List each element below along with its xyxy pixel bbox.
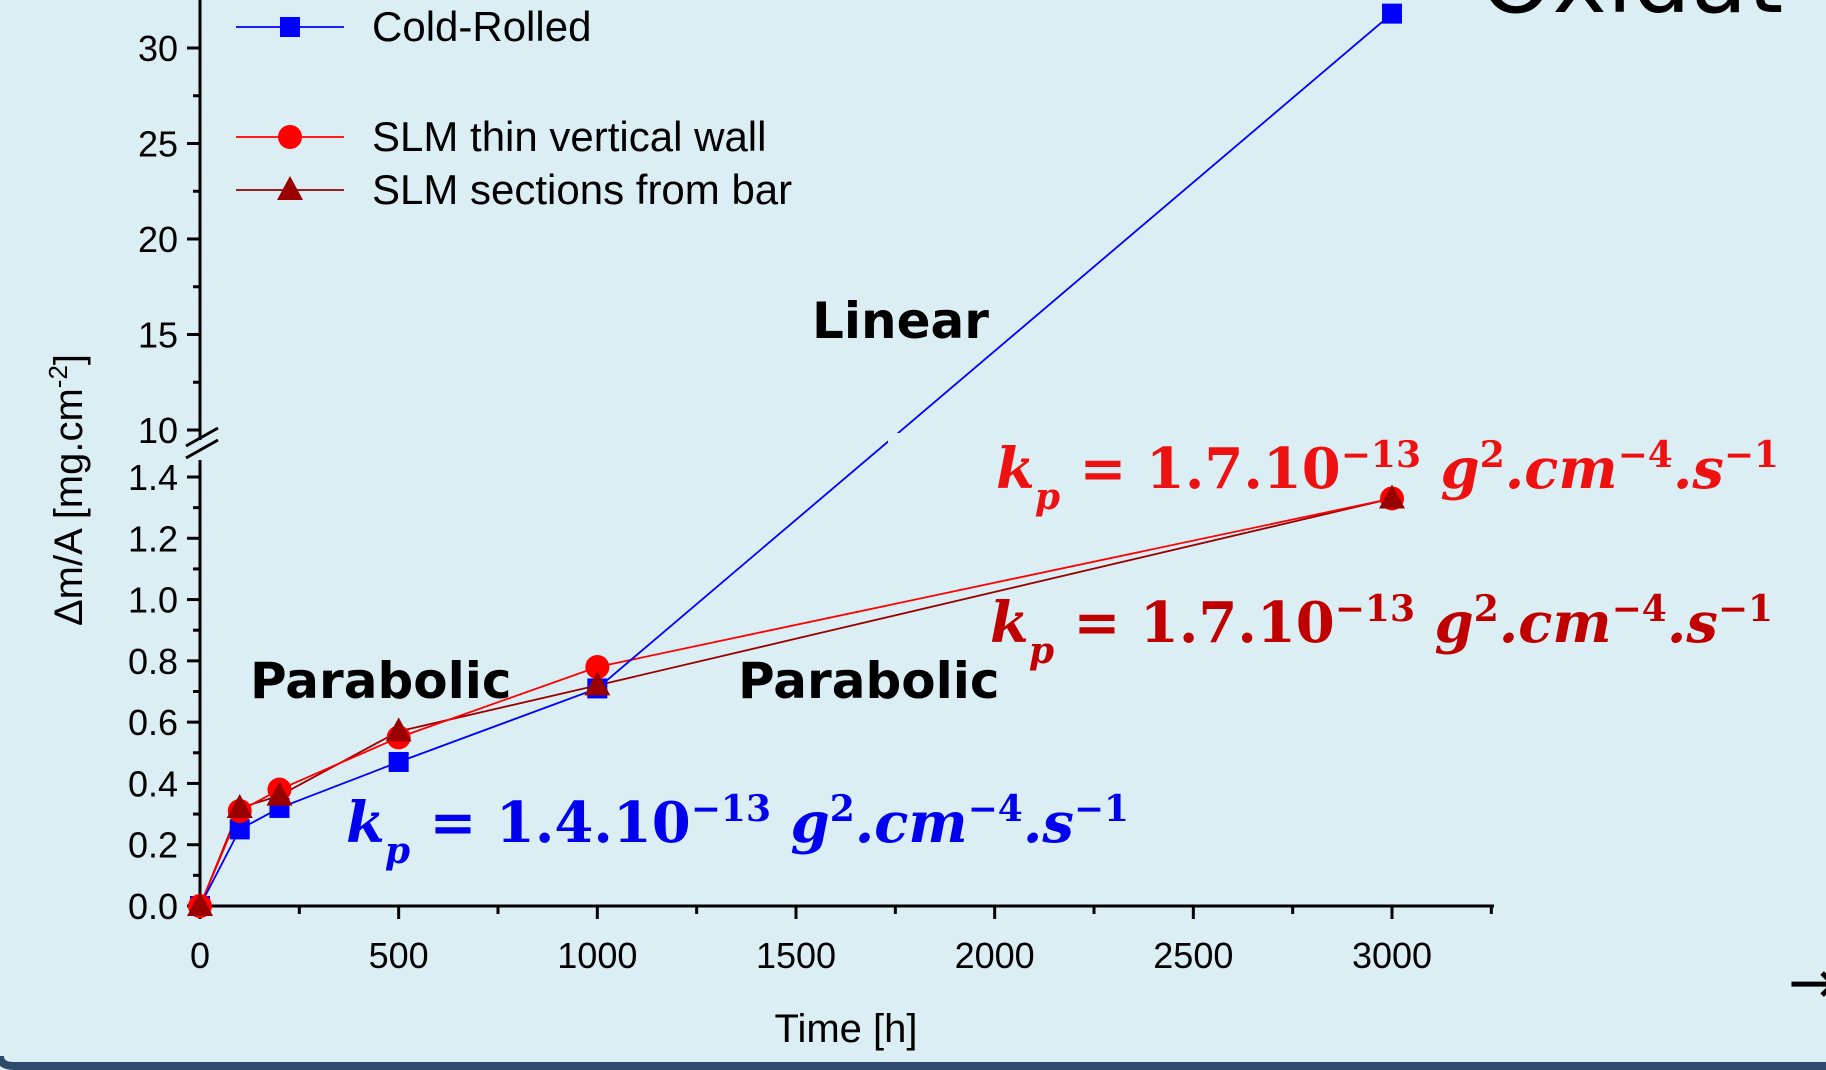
series-line xyxy=(199,12,1393,907)
rate-constant-part: .s xyxy=(1673,436,1724,502)
rate-constant-part: −1 xyxy=(1718,588,1773,630)
x-tick-label: 1500 xyxy=(756,935,836,976)
rate-constant-part: 2 xyxy=(830,788,855,830)
frame-border xyxy=(0,1055,1826,1070)
corner-arrow-icon: → xyxy=(1788,948,1826,1018)
rate-constant-part: k xyxy=(346,790,385,856)
rate-constant-part: 2 xyxy=(1480,434,1505,476)
x-tick-label: 2500 xyxy=(1153,935,1233,976)
annotation-parabolic_right: Parabolic xyxy=(738,652,1000,710)
data-point-triangle xyxy=(1379,484,1405,509)
x-tick-label: 1000 xyxy=(557,935,637,976)
line-break-gap xyxy=(888,433,906,447)
y-tick-label: 10 xyxy=(138,410,178,451)
rate-constant-part: p xyxy=(385,830,410,872)
axis-break-mark xyxy=(185,438,219,460)
rate-constant-part: g xyxy=(1415,590,1474,656)
annotation-linear: Linear xyxy=(812,292,989,350)
rate-constant-part: = xyxy=(1060,436,1146,502)
y-tick-label: 1.4 xyxy=(128,457,178,498)
rate-constant-part: p xyxy=(1035,476,1060,518)
rate-constant-part: = xyxy=(410,790,496,856)
x-tick-label: 3000 xyxy=(1352,935,1432,976)
axes-layer: 0 500 1000 1500 2000 2500 3000 0.0 0.2 0.4 0.6 0.8 1… xyxy=(43,0,1494,1051)
rate-constant-part: g xyxy=(1421,436,1480,502)
rate-constant-kp_blue: kp = 1.4.10−13 g2.cm−4.s−1 xyxy=(346,788,1129,872)
y-tick-label: 30 xyxy=(138,28,178,69)
y-tick-label: 15 xyxy=(138,315,178,356)
data-point-triangle xyxy=(187,892,213,916)
data-point-circle xyxy=(278,125,302,149)
y-axis-title: Δm/A [mg.cm-2] xyxy=(43,354,91,626)
data-point-triangle xyxy=(584,671,611,696)
rate-constant-part: 1.7.10 xyxy=(1146,436,1341,502)
data-point-square xyxy=(388,751,409,772)
rate-constant-part: −4 xyxy=(1612,588,1667,630)
rate-constant-part: g xyxy=(771,790,830,856)
data-point-square xyxy=(229,819,250,840)
data-point-triangle xyxy=(277,176,303,200)
partial-title: Oxidat xyxy=(1480,0,1783,34)
x-tick-label: 0 xyxy=(190,935,210,976)
y-tick-label: 0.6 xyxy=(128,702,178,743)
rate-constant-part: = xyxy=(1054,590,1140,656)
legend-label: SLM thin vertical wall xyxy=(372,113,766,160)
rate-constant-part: 1.7.10 xyxy=(1140,590,1335,656)
axis-break-mark xyxy=(185,426,219,448)
y-tick-label: 1.2 xyxy=(128,518,178,559)
y-tick-label: 25 xyxy=(138,124,178,165)
rate-constant-part: −4 xyxy=(968,788,1023,830)
rate-constant-part: −1 xyxy=(1074,788,1129,830)
rate-constant-part: −4 xyxy=(1618,434,1673,476)
rate-constant-part: .s xyxy=(1667,590,1718,656)
y-tick-label: 20 xyxy=(138,219,178,260)
x-tick-label: 500 xyxy=(369,935,429,976)
rate-constant-part: p xyxy=(1029,630,1054,672)
data-point-triangle xyxy=(266,781,293,806)
data-point-triangle xyxy=(385,717,412,742)
rate-constant-part: .cm xyxy=(1499,590,1612,656)
series-layer xyxy=(187,3,1405,918)
rate-constant-kp_red: kp = 1.7.10−13 g2.cm−4.s−1 xyxy=(996,434,1779,518)
legend-label: Cold-Rolled xyxy=(372,3,591,50)
data-point-square xyxy=(1382,3,1402,24)
rate-constant-part: −1 xyxy=(1724,434,1779,476)
rate-constant-part: .s xyxy=(1023,790,1074,856)
rate-constant-part: 2 xyxy=(1474,588,1499,630)
y-axis-title-end: ] xyxy=(47,354,91,365)
rate-constant-part: 1.4.10 xyxy=(496,790,691,856)
rate-constant-part: −13 xyxy=(1335,588,1415,630)
y-tick-label: 0.8 xyxy=(128,641,178,682)
y-axis-title-sup: -2 xyxy=(43,365,73,388)
y-axis-title-main: Δm/A [mg.cm xyxy=(47,388,91,626)
y-tick-label: 0.0 xyxy=(128,886,178,927)
legend: Cold-Rolled SLM thin vertical wall SLM sec… xyxy=(236,3,792,213)
data-point-circle xyxy=(585,654,610,679)
data-point-triangle xyxy=(226,793,253,818)
rate-constant-part: k xyxy=(990,590,1029,656)
rate-constant-part: k xyxy=(996,436,1035,502)
y-tick-label: 1.0 xyxy=(128,580,178,621)
x-tick-label: 2000 xyxy=(955,935,1035,976)
series-markers-2 xyxy=(187,484,1405,916)
rate-constant-part: −13 xyxy=(1341,434,1421,476)
rate-constant-kp_darkred: kp = 1.7.10−13 g2.cm−4.s−1 xyxy=(990,588,1773,672)
rate-constant-part: .cm xyxy=(855,790,968,856)
legend-label: SLM sections from bar xyxy=(372,166,792,213)
rate-constant-part: .cm xyxy=(1505,436,1618,502)
x-axis-title: Time [h] xyxy=(775,1007,918,1051)
data-point-square xyxy=(280,17,300,37)
y-tick-label: 0.2 xyxy=(128,825,178,866)
rate-constant-part: −13 xyxy=(691,788,771,830)
y-tick-label: 0.4 xyxy=(128,763,178,804)
annotation-parabolic_left: Parabolic xyxy=(250,652,512,710)
